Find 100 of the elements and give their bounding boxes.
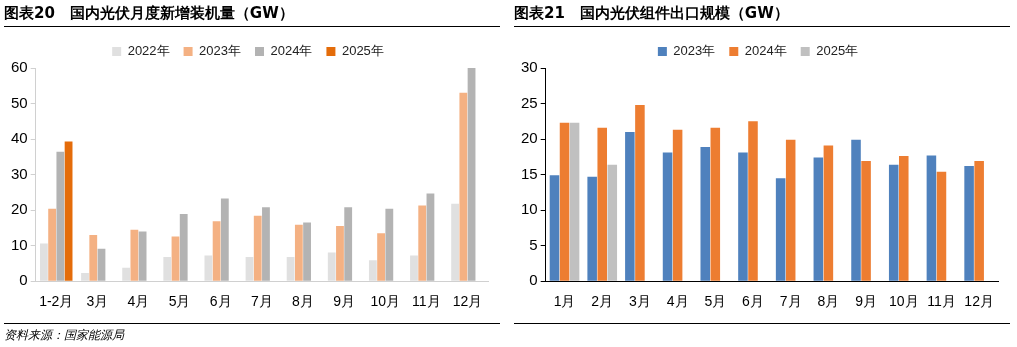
bar [303,222,311,281]
x-tick-label: 1-2月 [39,293,74,310]
legend-label: 2023年 [199,43,241,59]
bar [64,141,73,281]
bar [97,248,106,281]
text: 资料来源：国家能源局 [4,323,500,346]
bar [171,236,180,281]
bar [130,229,139,281]
bar [888,164,899,281]
bar [662,152,673,281]
bar [286,257,295,281]
y-tick-label: 10 [11,235,28,253]
x-tick-label: 10月 [370,293,400,310]
bar [459,92,468,281]
y-tick-label: 30 [11,164,28,182]
bar [245,257,254,281]
bar [964,166,974,281]
bar [672,129,683,281]
bar [559,122,570,281]
x-tick-label: 7月 [250,293,273,310]
bar [936,171,947,281]
x-tick-label: 10月 [888,293,919,310]
y-tick-label: 15 [521,164,538,182]
y-tick-label: 0 [529,271,538,289]
bar [549,175,560,281]
bar [262,207,270,281]
x-tick-label: 4月 [666,293,689,310]
bar [336,226,344,281]
y-tick-label: 60 [11,58,28,76]
x-tick-label: 12月 [452,293,483,310]
bar [385,208,394,281]
y-tick-label: 40 [11,129,28,147]
x-tick-label: 5月 [704,293,727,310]
y-tick-label: 5 [529,235,538,253]
bar [410,255,418,281]
bar [823,145,834,281]
chart-title: 图表21 国内光伏组件出口规模（GW） [514,0,1010,27]
bar [861,161,871,281]
bar [569,122,580,281]
chart-title: 图表20 国内光伏月度新增装机量（GW） [4,0,500,27]
x-tick-label: 8月 [292,293,314,310]
bar [204,255,213,281]
bar [327,252,336,281]
legend-label: 2024年 [744,43,787,59]
bar [775,178,786,281]
bar [597,127,607,281]
bar [748,121,758,281]
bar [56,151,65,281]
legend-label: 2025年 [341,43,384,59]
x-tick-label: 2月 [591,293,614,310]
x-tick-label: 6月 [742,293,764,310]
bar [48,208,57,281]
bar [89,235,98,281]
bar [179,214,188,281]
bar [220,198,229,281]
y-tick-label: 30 [521,58,538,76]
bar [163,257,172,281]
bar [122,267,131,281]
bar [785,139,796,281]
bar [635,104,645,281]
bar [710,127,721,281]
bar [738,152,748,281]
y-tick-label: 20 [11,200,28,218]
x-tick-label: 3月 [629,293,651,310]
bar [368,260,377,281]
x-tick-label: 9月 [333,293,355,310]
y-tick-label: 10 [521,200,538,218]
bar [625,131,635,281]
y-tick-label: 20 [521,129,538,147]
x-tick-label: 4月 [127,293,150,310]
bar [212,221,221,281]
bar [253,215,262,281]
x-tick-label: 7月 [779,293,802,310]
legend-label: 2022年 [127,43,170,59]
bar [418,205,427,281]
bar [294,224,303,281]
bar [700,146,711,281]
bar [81,273,89,281]
bar [898,156,909,281]
x-tick-label: 9月 [855,293,877,310]
bar [40,243,48,281]
legend-label: 2024年 [270,43,313,59]
bar [587,176,597,281]
bar [926,155,937,281]
x-tick-label: 3月 [86,293,109,310]
y-tick-label: 25 [521,93,538,111]
x-tick-label: 6月 [209,293,232,310]
x-tick-label: 11月 [412,293,441,310]
legend-label: 2025年 [816,43,859,59]
y-tick-label: 0 [19,271,28,289]
x-tick-label: 12月 [964,293,994,310]
bar [467,68,476,281]
bar [377,233,385,281]
x-tick-label: 5月 [168,293,191,310]
bar [138,231,147,281]
bar [344,207,353,281]
legend-label: 2023年 [673,43,716,59]
x-tick-label: 1月 [553,293,576,310]
x-tick-label: 11月 [927,293,956,310]
x-tick-label: 8月 [817,293,840,310]
